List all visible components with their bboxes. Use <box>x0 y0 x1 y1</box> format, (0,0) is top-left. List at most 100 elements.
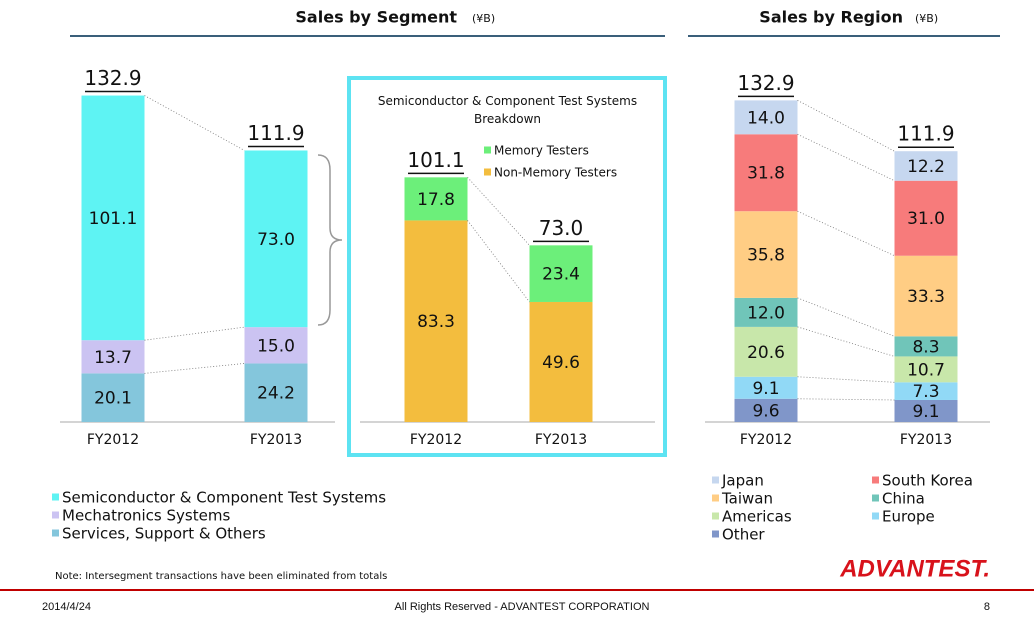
legend-label: Memory Testers <box>494 144 589 158</box>
chart-unit: (¥B) <box>915 12 938 25</box>
logo: ADVANTEST. <box>839 555 990 582</box>
total-label: 132.9 <box>737 71 794 95</box>
bar-segment <box>404 177 468 221</box>
chart-title: Sales by Segment <box>295 8 457 27</box>
x-tick-label: FY2012 <box>87 432 139 448</box>
total-label: 73.0 <box>539 216 584 240</box>
legend-swatch <box>712 476 719 484</box>
value-label: 9.6 <box>752 401 779 421</box>
legend-label: Services, Support & Others <box>62 525 266 543</box>
value-label: 31.0 <box>907 209 945 229</box>
bar-segment <box>81 340 145 374</box>
legend-swatch <box>872 476 879 484</box>
bar-segment <box>81 373 145 422</box>
bar-segment <box>244 327 308 364</box>
value-label: 10.7 <box>907 360 945 380</box>
value-label: 20.6 <box>747 343 785 363</box>
total-label: 111.9 <box>247 121 304 145</box>
bar-segment <box>734 134 798 212</box>
value-label: 31.8 <box>747 164 785 184</box>
value-label: 9.1 <box>912 402 939 422</box>
value-label: 24.2 <box>257 384 295 404</box>
x-tick-label: FY2012 <box>410 432 462 448</box>
legend-label: South Korea <box>882 472 973 490</box>
bar-segment <box>894 356 958 383</box>
value-label: 9.1 <box>752 379 779 399</box>
value-label: 49.6 <box>542 353 580 373</box>
legend-swatch <box>484 168 491 176</box>
bar-segment <box>529 245 593 302</box>
bar-segment <box>244 363 308 422</box>
bar-segment <box>734 326 798 377</box>
legend-label: China <box>882 490 925 508</box>
value-label: 73.0 <box>257 230 295 250</box>
legend-swatch <box>872 494 879 502</box>
connector <box>467 177 530 246</box>
value-label: 12.2 <box>907 157 945 177</box>
legend-swatch <box>52 493 59 501</box>
connector <box>144 95 245 151</box>
bar-segment <box>734 376 798 399</box>
legend-swatch <box>52 529 59 537</box>
legend-swatch <box>52 511 59 519</box>
connector <box>797 100 895 152</box>
legend-label: Semiconductor & Component Test Systems <box>62 489 386 507</box>
total-label: 101.1 <box>407 148 464 172</box>
legend-swatch <box>872 512 879 520</box>
connector <box>797 133 895 182</box>
value-label: 14.0 <box>747 108 785 128</box>
value-label: 12.0 <box>747 303 785 323</box>
bar-segment <box>529 301 593 422</box>
chart-title: Semiconductor & Component Test Systems B… <box>377 94 638 126</box>
legend-swatch <box>712 530 719 538</box>
bar-segment <box>734 100 798 135</box>
value-label: 13.7 <box>94 348 132 368</box>
total-label: 111.9 <box>897 122 954 146</box>
connector <box>797 210 895 257</box>
bar-segment <box>894 255 958 337</box>
value-label: 20.1 <box>94 389 132 409</box>
total-label: 132.9 <box>84 66 141 90</box>
x-tick-label: FY2013 <box>250 432 302 448</box>
chart-title: Sales by Region <box>759 8 903 27</box>
x-tick-label: FY2012 <box>740 432 792 448</box>
bar-segment <box>894 180 958 256</box>
x-tick-label: FY2013 <box>900 432 952 448</box>
legend-swatch <box>484 146 491 154</box>
brace <box>317 154 343 326</box>
connector <box>797 398 895 401</box>
legend-label: Americas <box>722 508 792 526</box>
bar-segment <box>244 150 308 328</box>
value-label: 23.4 <box>542 265 580 285</box>
legend-swatch <box>712 512 719 520</box>
bar-segment <box>734 211 798 298</box>
legend-label: Europe <box>882 508 935 526</box>
value-label: 83.3 <box>417 312 455 332</box>
connector <box>467 220 530 303</box>
bar-segment <box>894 336 958 357</box>
value-label: 33.3 <box>907 287 945 307</box>
x-tick-label: FY2013 <box>535 432 587 448</box>
connector <box>144 326 245 341</box>
bar-segment <box>404 220 468 422</box>
bar-segment <box>894 151 958 181</box>
bar-segment <box>894 399 958 422</box>
connector <box>797 326 895 357</box>
connector <box>797 376 895 383</box>
bar-segment <box>734 297 798 327</box>
value-label: 101.1 <box>89 209 138 229</box>
footer-page: 8 <box>984 601 990 613</box>
value-label: 15.0 <box>257 336 295 356</box>
legend-label: Taiwan <box>721 490 773 508</box>
breakdown-box <box>347 76 667 457</box>
chart-unit: (¥B) <box>472 12 495 25</box>
legend-swatch <box>712 494 719 502</box>
bar-segment <box>81 95 145 341</box>
legend-label: Mechatronics Systems <box>62 507 230 525</box>
note: Note: Intersegment transactions have bee… <box>55 571 387 582</box>
value-label: 7.3 <box>912 382 939 402</box>
value-label: 8.3 <box>912 337 939 357</box>
footer-copyright: All Rights Reserved - ADVANTEST CORPORAT… <box>395 601 650 613</box>
